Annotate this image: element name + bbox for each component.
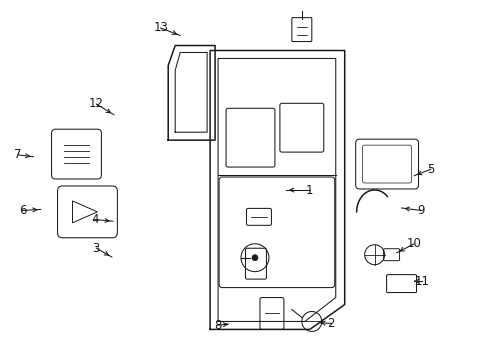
Text: 11: 11 [414, 275, 429, 288]
Text: 1: 1 [305, 184, 313, 197]
Text: 8: 8 [214, 319, 221, 332]
Text: 4: 4 [91, 213, 99, 226]
Text: 13: 13 [153, 22, 168, 35]
Text: 3: 3 [92, 242, 100, 255]
Text: 12: 12 [89, 98, 103, 111]
Circle shape [251, 255, 258, 261]
Text: 6: 6 [19, 204, 26, 217]
Text: 9: 9 [416, 204, 424, 217]
Text: 2: 2 [327, 317, 334, 330]
Text: 7: 7 [15, 148, 22, 161]
Text: 5: 5 [426, 163, 433, 176]
Text: 10: 10 [406, 237, 421, 250]
